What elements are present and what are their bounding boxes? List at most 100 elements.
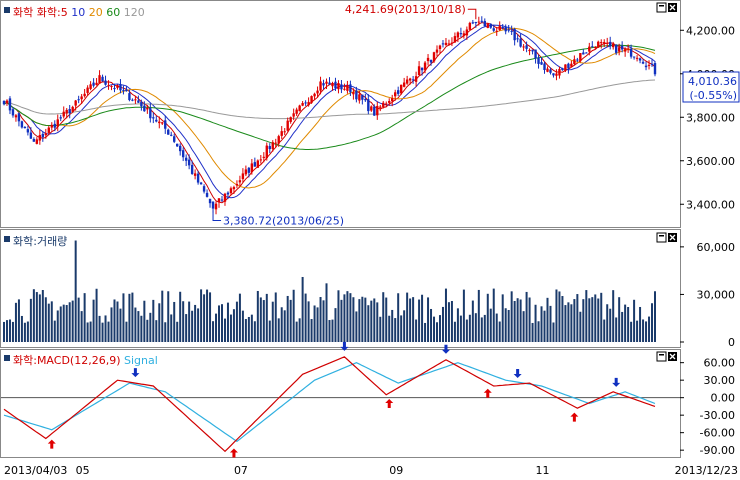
candle-body: [486, 23, 489, 28]
volume-bar: [441, 306, 444, 342]
candle-body: [223, 193, 227, 202]
volume-bar: [50, 301, 53, 342]
volume-bar: [543, 310, 546, 342]
volume-bar: [639, 306, 642, 342]
candle-body: [632, 56, 636, 58]
volume-bar: [277, 318, 280, 342]
volume-bar: [400, 315, 403, 342]
candle-body: [35, 139, 39, 144]
candle-body: [307, 101, 310, 106]
volume-bar: [447, 302, 450, 342]
candle-body: [47, 127, 50, 133]
volume-bar: [561, 296, 564, 342]
volume-bar: [3, 321, 5, 342]
candle-body: [280, 131, 283, 136]
candle-body: [38, 135, 42, 141]
candle-body: [211, 201, 215, 209]
volume-bar: [200, 289, 203, 342]
candle-body: [56, 119, 59, 127]
candle-body: [101, 76, 104, 82]
candle-body: [199, 182, 203, 185]
volume-bar: [220, 304, 223, 342]
volume-bar: [244, 318, 247, 342]
volume-bar: [600, 292, 603, 342]
volume-bar: [301, 276, 304, 342]
candle-body: [301, 103, 304, 106]
volume-bar: [212, 321, 215, 342]
candle-body: [510, 30, 513, 32]
candle-body: [178, 145, 182, 152]
volume-bar: [433, 316, 436, 342]
volume-bar: [215, 313, 218, 342]
sell-arrow-icon: [513, 369, 522, 379]
volume-bar: [606, 304, 609, 342]
volume-bar: [92, 299, 95, 342]
volume-bar: [295, 321, 298, 342]
candle-body: [283, 131, 286, 133]
volume-bar: [223, 318, 226, 342]
volume-bar: [113, 299, 116, 342]
volume-bar: [427, 297, 430, 342]
candle-body: [313, 93, 316, 97]
buy-arrow-icon: [385, 399, 394, 408]
candle-body: [379, 106, 382, 108]
x-tick-label: 05: [76, 464, 90, 477]
volume-bar: [337, 290, 340, 342]
candle-body: [447, 43, 451, 45]
volume-bar: [122, 293, 125, 342]
high-annotation: 4,241.69(2013/10/18): [345, 3, 466, 16]
maximize-button[interactable]: [656, 351, 667, 362]
candle-body: [373, 106, 376, 116]
volume-bar: [179, 291, 182, 342]
candle-body: [414, 76, 418, 82]
price-panel-buttons: [656, 2, 677, 13]
candle-body: [86, 87, 89, 93]
volume-bar: [331, 319, 334, 342]
candle-body: [253, 162, 257, 167]
ma-line-20: [3, 27, 656, 189]
volume-bar: [340, 299, 343, 342]
candle-body: [396, 90, 400, 94]
volume-bar: [149, 312, 152, 342]
legend-square-icon: [4, 355, 10, 361]
candle-body: [462, 33, 466, 36]
volume-bar: [477, 289, 480, 342]
volume-bar: [77, 297, 80, 342]
low-pointer: [212, 210, 222, 221]
candle-body: [459, 33, 463, 35]
volume-bar: [334, 308, 337, 342]
volume-bar: [304, 293, 307, 342]
maximize-button[interactable]: [656, 2, 667, 13]
candle-body: [388, 100, 391, 103]
candle-body: [561, 68, 564, 71]
volume-bar: [576, 294, 579, 342]
candle-body: [501, 27, 504, 29]
candle-body: [617, 47, 621, 52]
volume-bar: [612, 290, 615, 342]
maximize-button[interactable]: [656, 232, 667, 243]
volume-bar: [247, 316, 250, 342]
volume-bar: [259, 297, 262, 342]
volume-bar: [486, 293, 489, 342]
high-pointer: [467, 8, 477, 20]
candle-body: [41, 133, 45, 138]
volume-bar: [645, 321, 648, 342]
volume-bar: [409, 298, 412, 342]
candle-body: [361, 94, 364, 100]
volume-bar: [373, 298, 376, 342]
volume-bar: [364, 297, 367, 342]
candle-body: [29, 132, 33, 139]
candle-body: [316, 90, 319, 94]
candle-body: [567, 63, 570, 69]
candle-body: [17, 113, 21, 122]
volume-bar: [385, 297, 388, 342]
volume-bar: [394, 318, 397, 342]
candle-body: [471, 22, 475, 24]
y-tick-label: 60,000: [697, 241, 736, 254]
candle-body: [268, 146, 271, 150]
candle-body: [525, 45, 528, 49]
volume-bar: [167, 291, 170, 342]
candle-body: [420, 67, 424, 71]
volume-bar: [14, 302, 17, 342]
candle-body: [155, 119, 158, 122]
